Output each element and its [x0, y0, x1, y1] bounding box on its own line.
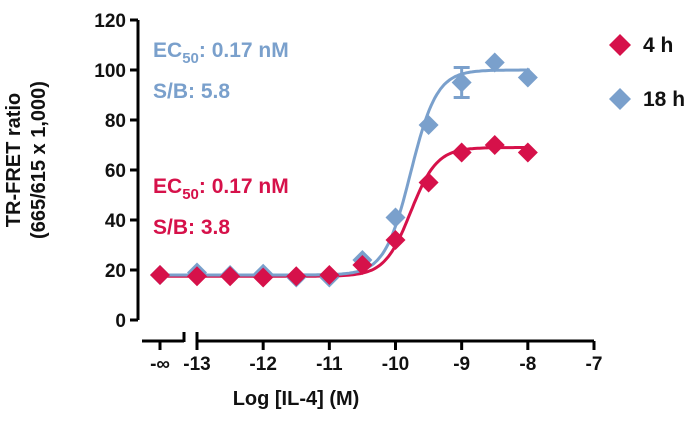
data-points [150, 52, 538, 288]
annotation-4h-ec50: EC50: 0.17 nM [153, 175, 289, 203]
annotation-4h-sb: S/B: 3.8 [153, 216, 230, 239]
y-tick-label: 60 [105, 161, 126, 182]
data-point-18h [418, 115, 439, 135]
data-point-18h [385, 207, 406, 228]
x-tick-label: -8 [519, 354, 536, 375]
data-point-4h [418, 172, 439, 193]
annotation-4h-ec-label: EC [153, 175, 182, 198]
legend-marker-18h [609, 88, 631, 110]
annotation-18h-sb: S/B: 5.8 [153, 80, 230, 103]
y-tick-label: 0 [115, 311, 126, 332]
y-axis-title-line2: (665/615 x 1,000) [28, 81, 50, 239]
data-point-4h [352, 255, 373, 275]
fit-curve-4h [157, 146, 530, 278]
y-tick-labels: 0 20 40 60 80 100 120 [94, 11, 126, 332]
annotation-18h-ec50: EC50: 0.17 nM [153, 39, 289, 67]
data-point-4h [451, 142, 472, 163]
data-point-4h [220, 266, 241, 287]
x-tick-label: -7 [586, 354, 603, 375]
legend-marker-4h [609, 34, 631, 56]
data-point-4h [484, 135, 505, 155]
y-tick-label: 100 [94, 61, 126, 82]
fit-curve-18h [157, 68, 530, 277]
data-point-4h [517, 142, 538, 163]
data-point-4h [187, 266, 207, 287]
annotation-18h-ec-label: EC [153, 39, 182, 62]
legend-label-4h: 4 h [643, 34, 673, 57]
annotation-4h-ec-value: : 0.17 nM [199, 175, 289, 198]
annotation-18h-ec-sub: 50 [182, 50, 199, 67]
data-point-4h [319, 265, 340, 285]
data-point-4h [253, 267, 274, 288]
data-point-18h [517, 67, 538, 88]
annotation-18h-ec-value: : 0.17 nM [199, 39, 289, 62]
annotation-4h-ec-sub: 50 [182, 186, 199, 203]
y-tick-label: 80 [105, 111, 126, 132]
x-tick-label: -10 [382, 354, 409, 375]
data-point-4h [385, 230, 406, 250]
x-tick-label-neg-infinity: -∞ [150, 354, 170, 375]
x-tick-label: -13 [183, 354, 210, 375]
data-point-4h [150, 265, 170, 285]
data-point-18h [451, 72, 472, 93]
x-tick-labels: -∞ -13 -12 -11 -10 -9 -8 -7 [150, 354, 602, 375]
data-point-4h [286, 266, 307, 287]
x-axis-title: Log [IL-4] (M) [233, 388, 360, 410]
x-tick-label: -9 [453, 354, 470, 375]
legend-label-18h: 18 h [643, 88, 685, 111]
y-tick-label: 20 [105, 261, 126, 282]
axes [130, 18, 596, 350]
y-axis-title-line1: TR-FRET ratio [3, 93, 25, 227]
x-tick-label: -12 [249, 354, 276, 375]
y-tick-label: 120 [94, 11, 126, 32]
legend: 4 h 18 h [609, 34, 685, 111]
data-point-18h [484, 52, 505, 73]
x-tick-label: -11 [316, 354, 343, 375]
y-tick-label: 40 [105, 211, 126, 232]
